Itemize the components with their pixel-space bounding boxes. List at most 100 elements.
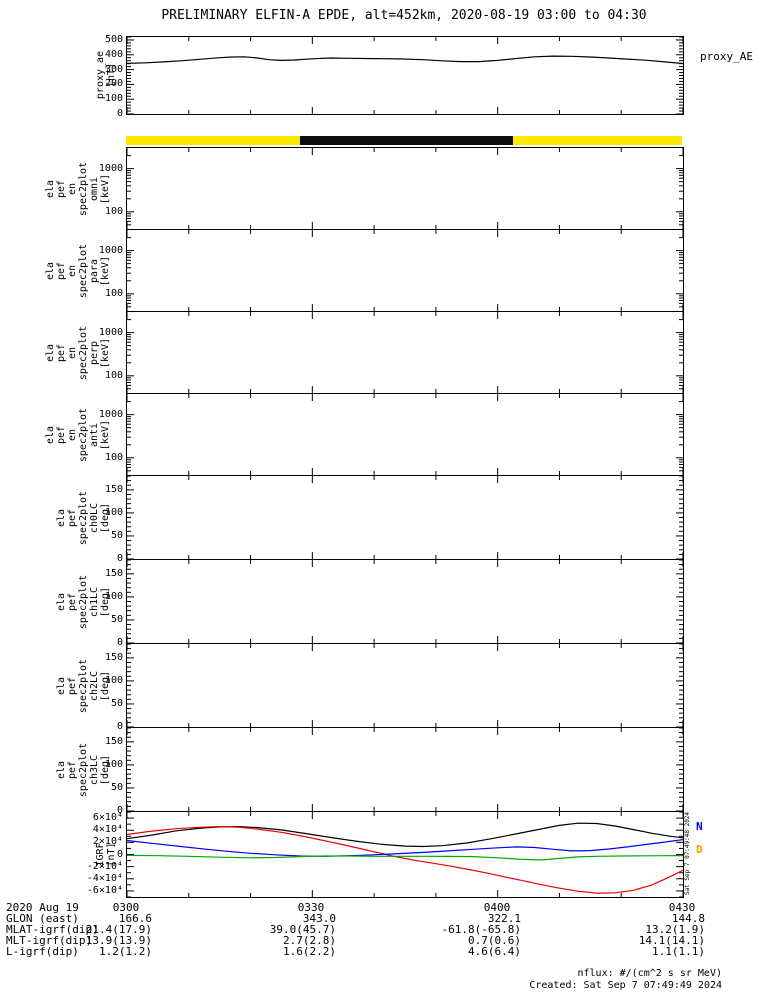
footer-row-mlt: MLT-igrf(dip) 13.9(13.9) 2.7(2.8) 0.7(0.… xyxy=(0,935,775,946)
row-value: 21.4(17.9) xyxy=(85,923,152,936)
y-tick-label: 1000 xyxy=(98,408,123,420)
y-tick-label: -6×10⁴ xyxy=(86,884,123,896)
footer-row-mlat: MLAT-igrf(dip) 21.4(17.9) 39.0(45.7) -61… xyxy=(0,924,775,935)
y-axis-label-omni: ela pef en spec2plot omni [keV] xyxy=(45,161,111,217)
y-axis-label-proxy-ae: proxy_ae [nT] xyxy=(95,50,117,100)
y-tick-label: 100 xyxy=(104,287,123,299)
row-value: 1.1(1.1) xyxy=(652,945,705,958)
y-tick-label: 100 xyxy=(104,506,123,518)
y-tick-label: 150 xyxy=(104,567,123,579)
panel-ch1lc: 0 50 100 150 xyxy=(105,560,683,648)
panel-igrf: 6×10⁴ 4×10⁴ 2×10⁴ 0 -2×10⁴ -4×10⁴ -6×10⁴ xyxy=(87,812,683,897)
panel-en-spec-anti-canvas xyxy=(127,394,683,475)
time-tick-label: 0330 xyxy=(297,901,325,914)
sun-shadow-segment xyxy=(300,136,513,145)
y-tick-label: 100 xyxy=(104,674,123,686)
panel-igrf-canvas xyxy=(127,812,683,897)
row-value: 144.8 xyxy=(671,912,705,925)
plot-title: PRELIMINARY ELFIN-A EPDE, alt=452km, 202… xyxy=(161,8,647,23)
y-tick-label: 200 xyxy=(104,78,123,90)
row-value: 13.9(13.9) xyxy=(85,934,152,947)
y-tick-label: 0 xyxy=(116,637,123,648)
panel-en-spec-omni-canvas xyxy=(127,148,683,229)
panel-en-spec-perp-canvas xyxy=(127,312,683,393)
note-created-timestamp: Created: Sat Sep 7 07:49:49 2024 xyxy=(529,980,722,991)
series-red xyxy=(127,825,683,894)
y-tick-label: 500 xyxy=(104,33,123,45)
y-axis-label-igrf: IGRF [nT] xyxy=(95,842,117,867)
y-tick-label: 150 xyxy=(104,483,123,495)
panel-en-spec-omni: 100 1000 xyxy=(99,148,683,230)
y-axis-label-para: ela pef en spec2plot para [keV] xyxy=(45,243,111,299)
y-tick-label: 50 xyxy=(110,781,123,793)
row-value: 39.0(45.7) xyxy=(269,923,336,936)
y-tick-label: 150 xyxy=(104,651,123,663)
panel-ch1lc-canvas xyxy=(127,560,683,643)
y-tick-label: 50 xyxy=(110,697,123,709)
row-value: 14.1(14.1) xyxy=(638,934,705,947)
y-tick-label: 1000 xyxy=(98,326,123,338)
row-value: 322.1 xyxy=(487,912,521,925)
panel-proxy-ae-canvas xyxy=(127,37,683,114)
panel-ch0lc: 0 50 100 150 xyxy=(105,476,683,564)
y-tick-label: -4×10⁴ xyxy=(86,872,123,884)
igrf-timestamp: Sat Sep 7 07:49:48 2024 xyxy=(684,811,691,896)
time-axis-row: 2020 Aug 19 0300 0330 0400 0430 xyxy=(0,902,775,913)
y-tick-label: 0 xyxy=(116,721,123,732)
panel-ch3lc-canvas xyxy=(127,728,683,811)
y-tick-label: 100 xyxy=(104,758,123,770)
proxy-ae-line-label: proxy_AE xyxy=(700,50,753,63)
y-tick-label: 50 xyxy=(110,529,123,541)
sun-shadow-segment xyxy=(512,136,682,145)
y-axis-label-ch1lc: ela pef spec2plot ch1LC [deg] xyxy=(56,574,111,630)
y-tick-label: 100 xyxy=(104,369,123,381)
y-tick-label: 4×10⁴ xyxy=(92,824,123,836)
y-tick-label: 100 xyxy=(104,205,123,217)
y-tick-label: 100 xyxy=(104,451,123,463)
y-axis-label-perp: ela pef en spec2plot perp [keV] xyxy=(45,325,111,381)
y-axis-label-ch0lc: ela pef spec2plot ch0LC [deg] xyxy=(56,490,111,546)
y-tick-label: 0 xyxy=(116,805,123,816)
y-tick-label: 300 xyxy=(104,63,123,75)
panel-stack: 100 1000 100 1000 100 1000 100 1000 0 50 100 15… xyxy=(87,147,684,898)
row-label: L-igrf(dip) xyxy=(6,945,79,958)
y-tick-label: 1000 xyxy=(98,162,123,174)
y-tick-label: 1000 xyxy=(98,244,123,256)
footer-row-glon: GLON (east) 166.6 343.0 322.1 144.8 xyxy=(0,913,775,924)
row-value: 0.7(0.6) xyxy=(468,934,521,947)
y-tick-label: 0 xyxy=(116,108,123,119)
footer-row-l: L-igrf(dip) 1.2(1.2) 1.6(2.2) 4.6(6.4) 1… xyxy=(0,946,775,957)
y-tick-label: 0 xyxy=(116,553,123,564)
row-label: MLAT-igrf(dip) xyxy=(6,923,99,936)
panel-ch2lc-canvas xyxy=(127,644,683,727)
row-value: 1.2(1.2) xyxy=(99,945,152,958)
y-tick-label: 0 xyxy=(116,848,123,860)
y-tick-label: 150 xyxy=(104,735,123,747)
panel-en-spec-para: 100 1000 xyxy=(99,230,683,312)
panel-en-spec-para-canvas xyxy=(127,230,683,311)
y-tick-label: 100 xyxy=(104,590,123,602)
row-label: GLON (east) xyxy=(6,912,79,925)
row-value: 343.0 xyxy=(302,912,336,925)
row-value: 4.6(6.4) xyxy=(468,945,521,958)
row-value: -61.8(-65.8) xyxy=(441,923,521,936)
row-value: 13.2(1.9) xyxy=(645,923,705,936)
date-label: 2020 Aug 19 xyxy=(6,901,79,914)
panel-ch2lc: 0 50 100 150 xyxy=(105,644,683,732)
time-tick-label: 0300 xyxy=(112,901,140,914)
panel-proxy-ae: 0 100 200 300 400 500 xyxy=(105,34,684,119)
time-tick-label: 0430 xyxy=(668,901,696,914)
time-tick-label: 0400 xyxy=(483,901,511,914)
y-axis-label-ch3lc: ela pef spec2plot ch3LC [deg] xyxy=(56,742,111,798)
panel-ch0lc-canvas xyxy=(127,476,683,559)
y-axis-label-anti: ela pef en spec2plot anti [keV] xyxy=(45,407,111,463)
sun-shadow-segment xyxy=(126,136,301,145)
y-tick-label: 2×10⁴ xyxy=(92,836,123,848)
row-value: 166.6 xyxy=(118,912,152,925)
sunlight-shadow-bar xyxy=(126,136,682,145)
igrf-legend-d: D xyxy=(696,843,703,856)
y-tick-label: 6×10⁴ xyxy=(92,812,123,824)
panel-en-spec-perp: 100 1000 xyxy=(99,312,683,394)
panel-en-spec-anti: 100 1000 xyxy=(99,394,683,476)
